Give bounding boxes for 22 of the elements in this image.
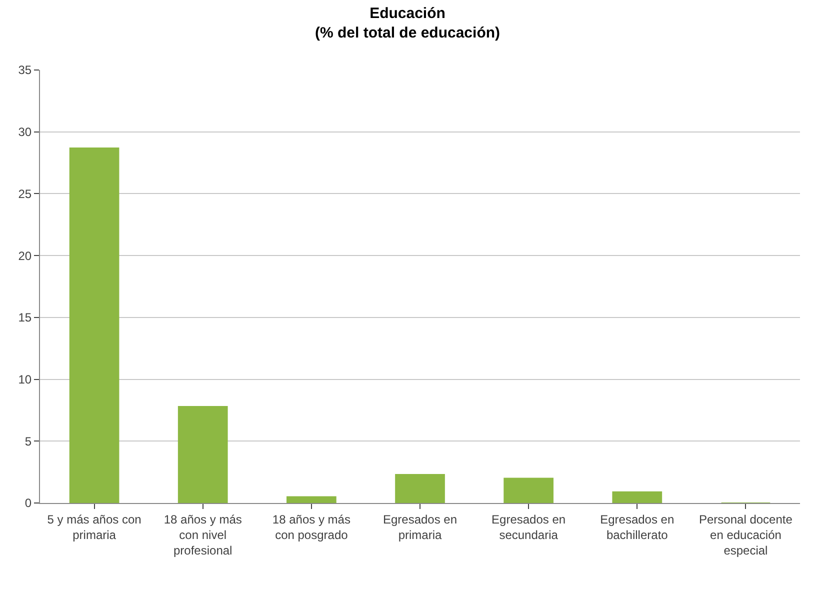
bar	[286, 496, 336, 503]
bar	[69, 147, 120, 503]
x-tick-label: Egresados en secundaria	[492, 512, 566, 542]
y-tick-label: 0	[24, 496, 32, 510]
bar	[395, 474, 445, 503]
bar	[612, 491, 662, 503]
x-tick-label: 18 años y más con nivel profesional	[164, 512, 242, 558]
bar	[178, 406, 228, 503]
y-tick-label: 20	[18, 248, 32, 263]
y-tick-label: 10	[18, 372, 32, 386]
x-tick-label: 18 años y más con posgrado	[272, 512, 350, 542]
x-tick-label: Personal docente en educación especial	[699, 512, 793, 558]
y-tick-label: 30	[18, 125, 32, 140]
chart-title: Educación (% del total de educación)	[314, 5, 500, 42]
x-tick-label: Egresados en bachillerato	[600, 512, 674, 542]
bar	[504, 478, 554, 503]
y-tick-label: 25	[18, 186, 32, 201]
x-tick-label: 5 y más años con primaria	[47, 512, 142, 542]
y-tick-label: 35	[18, 63, 32, 78]
x-tick-label: Egresados en primaria	[382, 512, 458, 542]
y-tick-label: 15	[18, 310, 32, 325]
y-tick-label: 5	[24, 434, 32, 448]
